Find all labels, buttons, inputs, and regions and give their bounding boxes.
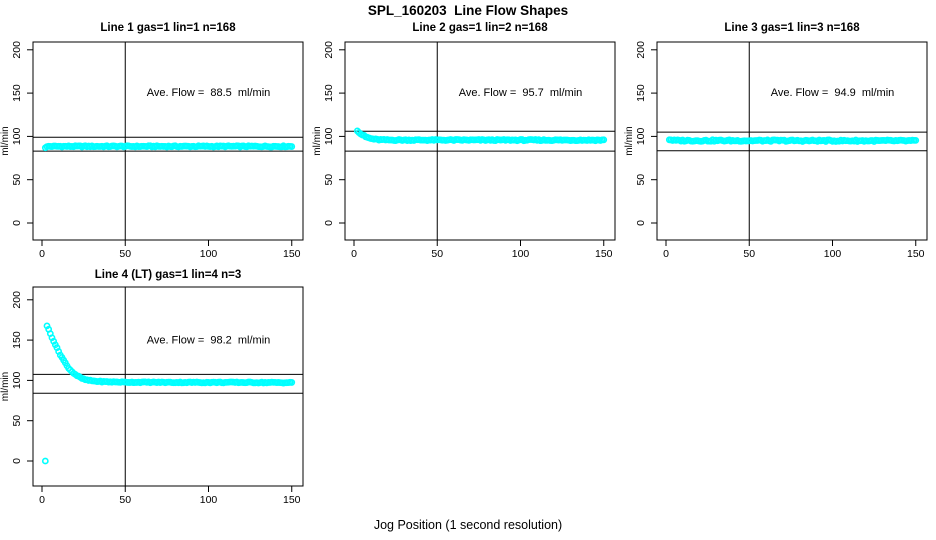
y-tick-label: 0	[635, 220, 647, 226]
y-tick-label: 200	[323, 41, 335, 59]
y-tick-label: 150	[11, 331, 23, 349]
y-axis-title: ml/min	[0, 126, 11, 155]
y-axis: 0 50 100 150 200	[11, 291, 33, 464]
y-tick-label: 200	[635, 41, 647, 59]
y-tick-label: 100	[323, 127, 335, 145]
x-tick-label: 150	[595, 248, 613, 260]
figure-title: SPL_160203 Line Flow Shapes	[367, 3, 569, 18]
y-tick-label: 0	[323, 220, 335, 226]
ave-flow-annotation: Ave. Flow = 98.2 ml/min	[147, 334, 271, 346]
subplot-title: Line 3 gas=1 lin=3 n=168	[724, 22, 860, 34]
subplot-title: Line 1 gas=1 lin=1 n=168	[100, 22, 236, 34]
y-tick-label: 150	[635, 84, 647, 102]
x-tick-label: 150	[907, 248, 925, 260]
plot-box	[344, 41, 616, 241]
y-tick-label: 200	[11, 291, 23, 309]
x-tick-label: 0	[39, 494, 45, 506]
y-tick-label: 50	[11, 415, 23, 427]
subplot-title: Line 4 (LT) gas=1 lin=4 n=3	[95, 269, 241, 281]
x-tick-label: 50	[743, 248, 755, 260]
y-tick-label: 100	[11, 127, 23, 145]
y-tick-label: 0	[11, 458, 23, 464]
y-axis: 0 50 100 150 200	[635, 41, 657, 226]
x-tick-label: 0	[351, 248, 357, 260]
data-points	[41, 142, 296, 152]
plot-box	[32, 286, 304, 487]
subplot-line-2: Line 2 gas=1 lin=2 n=168 0 50 100 150 0 50 100 1…	[312, 22, 616, 260]
ave-flow-annotation: Ave. Flow = 88.5 ml/min	[147, 87, 271, 99]
x-tick-label: 150	[283, 494, 301, 506]
plot-box	[32, 41, 304, 241]
subplot-line-1: Line 1 gas=1 lin=1 n=168 0 50 100 150 0 50 100 1…	[0, 22, 304, 260]
x-tick-label: 100	[512, 248, 530, 260]
x-axis: 0 50 100 150	[351, 240, 613, 260]
x-tick-label: 0	[39, 248, 45, 260]
y-tick-label: 50	[11, 174, 23, 186]
y-tick-label: 50	[323, 174, 335, 186]
y-tick-label: 150	[11, 84, 23, 102]
subplot-title: Line 2 gas=1 lin=2 n=168	[412, 22, 548, 34]
x-tick-label: 100	[200, 248, 218, 260]
x-axis-label: Jog Position (1 second resolution)	[373, 518, 563, 532]
y-axis-title: ml/min	[312, 126, 323, 155]
y-axis: 0 50 100 150 200	[323, 41, 345, 226]
y-axis-title: ml/min	[0, 372, 11, 401]
x-tick-label: 100	[824, 248, 842, 260]
data-point	[43, 322, 51, 330]
data-point	[600, 136, 608, 144]
ave-flow-annotation: Ave. Flow = 94.9 ml/min	[771, 87, 895, 99]
x-axis: 0 50 100 150	[39, 240, 301, 260]
y-tick-label: 200	[11, 41, 23, 59]
plot-box	[656, 41, 928, 241]
y-tick-label: 0	[11, 220, 23, 226]
x-axis: 0 50 100 150	[39, 486, 301, 506]
data-point	[288, 379, 296, 386]
data-points	[41, 322, 296, 465]
y-tick-label: 100	[635, 127, 647, 145]
subplot-line-4: Line 4 (LT) gas=1 lin=4 n=3 0 50 100 150 0 50 1…	[0, 269, 304, 506]
ave-flow-annotation: Ave. Flow = 95.7 ml/min	[459, 87, 583, 99]
data-point	[912, 136, 920, 144]
outlier-point	[41, 457, 49, 465]
x-tick-label: 50	[119, 248, 131, 260]
x-tick-label: 0	[663, 248, 669, 260]
x-tick-label: 100	[200, 494, 218, 506]
y-axis-title: ml/min	[624, 126, 635, 155]
x-axis: 0 50 100 150	[663, 240, 925, 260]
x-tick-label: 50	[119, 494, 131, 506]
subplot-line-3: Line 3 gas=1 lin=3 n=168 0 50 100 150 0 50 100 1…	[624, 22, 928, 260]
data-point	[288, 143, 296, 150]
y-tick-label: 150	[323, 84, 335, 102]
x-tick-label: 50	[431, 248, 443, 260]
data-points	[665, 136, 920, 145]
y-tick-label: 50	[635, 174, 647, 186]
y-tick-label: 100	[11, 371, 23, 389]
y-axis: 0 50 100 150 200	[11, 41, 33, 226]
data-points	[353, 127, 608, 145]
x-tick-label: 150	[283, 248, 301, 260]
